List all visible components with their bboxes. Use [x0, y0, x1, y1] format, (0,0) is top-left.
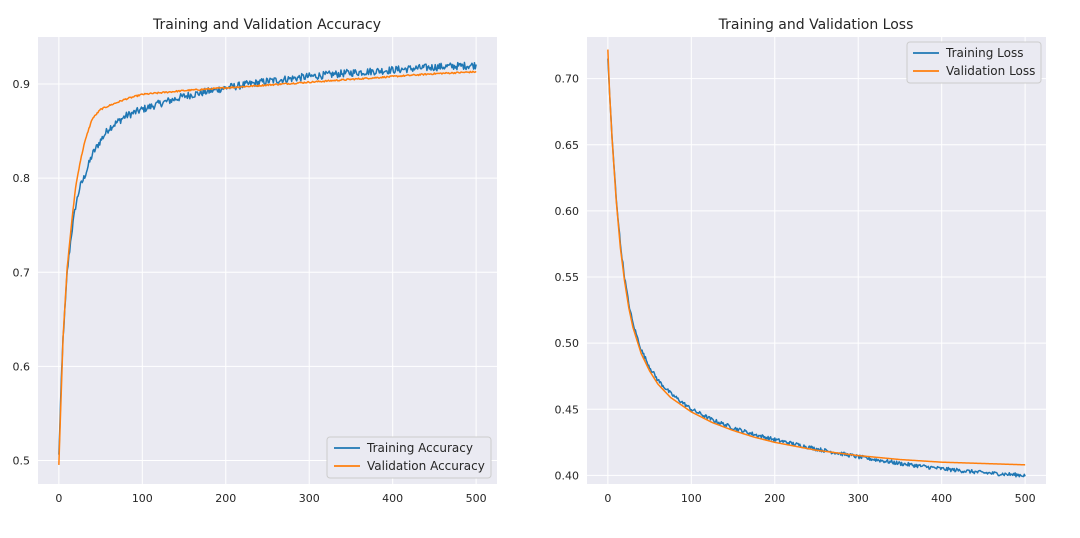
loss-x-tick-label: 0: [604, 492, 611, 505]
accuracy-x-tick-label: 400: [382, 492, 403, 505]
accuracy-x-tick-label: 300: [299, 492, 320, 505]
loss-chart-title: Training and Validation Loss: [718, 17, 914, 33]
accuracy-y-tick-label: 0.5: [13, 454, 31, 467]
loss-y-tick-label: 0.60: [555, 205, 580, 218]
loss-ticks: 0 100 200 300 400 500 0.40 0.45 0.50 0.55 0.60 0.65…: [555, 73, 1036, 505]
loss-x-tick-label: 100: [681, 492, 702, 505]
loss-y-tick-label: 0.45: [555, 403, 580, 416]
accuracy-series: [58, 61, 477, 465]
legend-label-validation-accuracy: Validation Accuracy: [367, 459, 485, 473]
series-line-training-loss: [607, 58, 1026, 478]
accuracy-chart: 0 100 200 300 400 500 0.5 0.6 0.7 0.8 0.9 Training…: [13, 17, 497, 505]
loss-x-tick-label: 300: [848, 492, 869, 505]
accuracy-y-tick-label: 0.8: [13, 172, 31, 185]
accuracy-x-tick-label: 0: [55, 492, 62, 505]
accuracy-x-tick-label: 100: [132, 492, 153, 505]
accuracy-x-tick-label: 500: [466, 492, 487, 505]
loss-chart: 0 100 200 300 400 500 0.40 0.45 0.50 0.55 0.60 0.65…: [555, 17, 1046, 505]
loss-y-tick-label: 0.40: [555, 469, 580, 482]
loss-y-tick-label: 0.55: [555, 271, 580, 284]
loss-x-tick-label: 200: [764, 492, 785, 505]
loss-y-tick-label: 0.70: [555, 73, 580, 86]
loss-x-tick-label: 500: [1015, 492, 1036, 505]
loss-x-tick-label: 400: [931, 492, 952, 505]
series-line-validation-accuracy: [58, 70, 477, 465]
loss-legend: Training Loss Validation Loss: [906, 41, 1042, 84]
loss-plot-area: [587, 37, 1046, 484]
accuracy-y-tick-label: 0.7: [13, 266, 31, 279]
accuracy-legend-box: [326, 436, 492, 479]
loss-legend-box: [906, 41, 1042, 84]
accuracy-legend: Training Accuracy Validation Accuracy: [326, 436, 492, 479]
series-line-validation-loss: [607, 49, 1026, 466]
legend-label-validation-loss: Validation Loss: [946, 64, 1035, 78]
legend-label-training-accuracy: Training Accuracy: [366, 441, 473, 455]
accuracy-gridlines: [38, 37, 497, 484]
accuracy-y-tick-label: 0.6: [13, 360, 31, 373]
loss-y-tick-label: 0.65: [555, 139, 580, 152]
accuracy-ticks: 0 100 200 300 400 500 0.5 0.6 0.7 0.8 0.9: [13, 78, 487, 505]
loss-gridlines: [587, 37, 1046, 484]
accuracy-x-tick-label: 200: [215, 492, 236, 505]
series-line-training-accuracy: [58, 61, 477, 455]
accuracy-chart-title: Training and Validation Accuracy: [152, 17, 381, 33]
accuracy-plot-area: [38, 37, 497, 484]
accuracy-y-tick-label: 0.9: [13, 78, 31, 91]
legend-label-training-loss: Training Loss: [945, 46, 1023, 60]
loss-series: [607, 49, 1026, 478]
loss-y-tick-label: 0.50: [555, 337, 580, 350]
